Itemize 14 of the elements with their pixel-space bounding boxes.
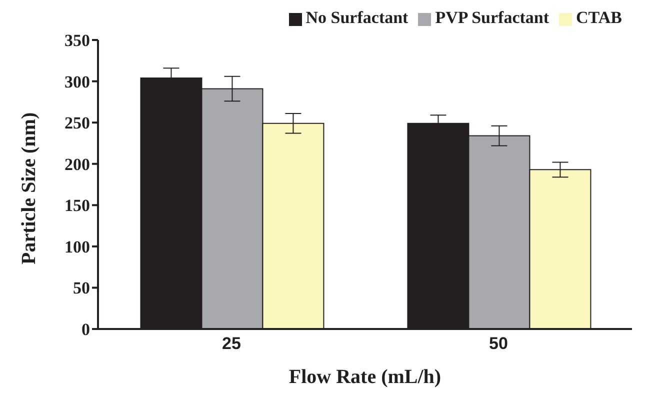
y-tick-label: 300 [64, 72, 90, 92]
legend-label: No Surfactant [306, 8, 408, 27]
y-tick-label: 150 [64, 196, 90, 216]
y-tick-label: 0 [82, 320, 90, 340]
legend-label: CTAB [576, 8, 622, 27]
x-tick-label: 25 [222, 334, 241, 354]
legend-label: PVP Surfactant [435, 8, 550, 27]
y-axis-title: Particle Size (nm) [18, 112, 40, 264]
y-tick-label: 100 [64, 237, 90, 256]
y-tick-label: 50 [73, 278, 90, 298]
y-tick-label: 350 [64, 31, 90, 50]
x-axis-title: Flow Rate (mL/h) [288, 366, 442, 388]
y-tick-label: 250 [64, 114, 90, 133]
y-tick-label: 200 [64, 154, 90, 174]
